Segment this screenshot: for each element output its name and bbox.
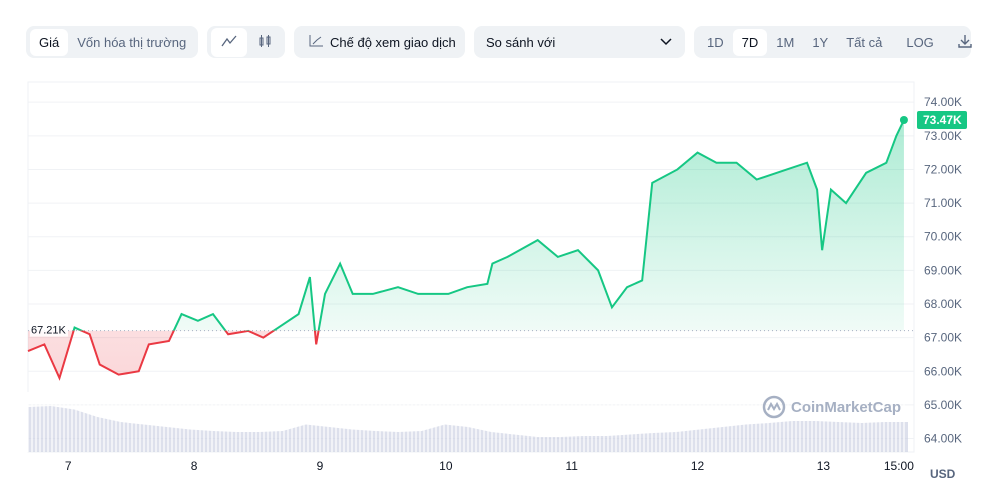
y-tick-label: 67.00K: [924, 331, 962, 345]
x-tick-label: 12: [691, 459, 705, 473]
price-line-up: [72, 119, 905, 331]
current-price-badge: [917, 111, 967, 130]
x-tick-label: 11: [565, 459, 578, 473]
currency-label: USD: [930, 467, 956, 481]
baseline-label: 67.21K: [31, 325, 67, 337]
coinmarketcap-logo-icon: [762, 395, 786, 419]
line-chart-icon[interactable]: [211, 27, 247, 57]
y-tick-label: 72.00K: [924, 162, 962, 176]
area-below-baseline: [28, 330, 904, 378]
trading-view-label: Chế độ xem giao dịch: [330, 34, 456, 50]
y-tick-label: 68.00K: [924, 297, 962, 311]
watermark-text: CoinMarketCap: [791, 398, 902, 416]
y-tick-label: 74.00K: [924, 95, 962, 109]
y-tick-label: 71.00K: [924, 196, 962, 210]
current-price-label: 73.47K: [923, 113, 962, 127]
x-tick-label: 15:00: [884, 459, 914, 473]
trading-view-icon: [308, 34, 324, 51]
compare-select[interactable]: So sánh với: [474, 26, 685, 58]
chevron-down-icon: [659, 35, 673, 50]
range-1d[interactable]: 1D: [707, 34, 724, 50]
price-line-down: [27, 330, 320, 381]
tab-market-cap[interactable]: Vốn hóa thị trường: [77, 34, 187, 50]
x-tick-label: 8: [191, 459, 198, 473]
watermark: CoinMarketCap: [762, 395, 901, 419]
x-tick-label: 13: [817, 459, 831, 473]
compare-label: So sánh với: [486, 34, 556, 50]
y-tick-label: 70.00K: [924, 230, 962, 244]
y-tick-label: 65.00K: [924, 398, 962, 412]
x-tick-label: 10: [439, 459, 453, 473]
range-tabs: 1D 7D 1M 1Y Tất cả LOG: [694, 26, 972, 58]
trading-view-button[interactable]: Chế độ xem giao dịch: [294, 26, 465, 58]
range-1y[interactable]: 1Y: [812, 34, 829, 50]
tab-price[interactable]: Giá: [30, 28, 69, 56]
y-tick-label: 64.00K: [924, 432, 962, 446]
y-tick-label: 73.00K: [924, 129, 962, 143]
range-7d[interactable]: 7D: [732, 28, 768, 56]
metric-tabs: Giá Vốn hóa thị trường: [26, 26, 198, 58]
area-above-baseline: [73, 120, 904, 331]
baseline-label-bg: [30, 321, 68, 337]
chart-type-toggle: [207, 26, 285, 58]
current-price-dot: [899, 116, 908, 125]
y-tick-label: 69.00K: [924, 263, 962, 277]
x-tick-label: 9: [317, 459, 324, 473]
range-1m[interactable]: 1M: [776, 34, 795, 50]
y-tick-label: 66.00K: [924, 364, 962, 378]
log-toggle[interactable]: LOG: [906, 34, 934, 50]
download-icon[interactable]: [949, 28, 981, 57]
x-tick-label: 7: [65, 459, 72, 473]
range-all[interactable]: Tất cả: [846, 34, 883, 50]
candlestick-icon[interactable]: [247, 28, 283, 57]
